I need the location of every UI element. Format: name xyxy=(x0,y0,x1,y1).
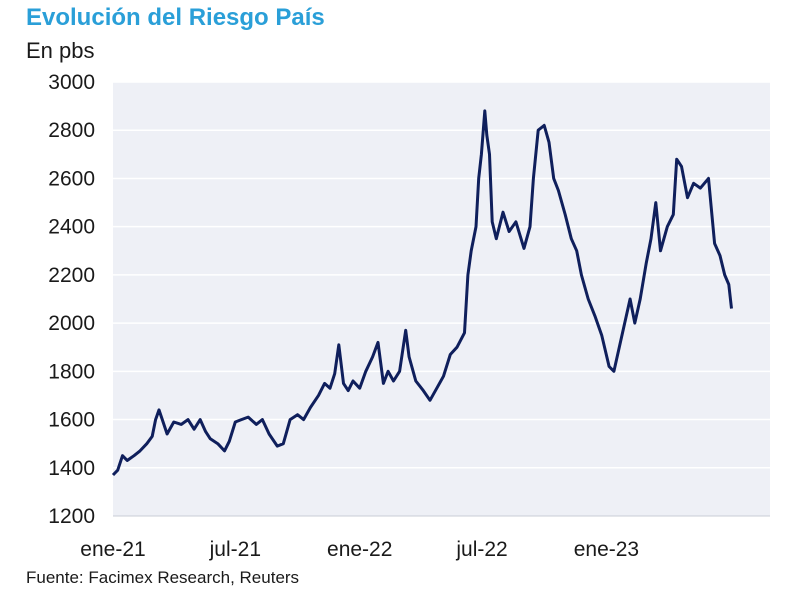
y-axis-ticks: 1200 1400 1600 1800 2000 2200 2400 2600 2800 3000 xyxy=(48,71,95,528)
plot-background xyxy=(113,82,770,516)
series-line xyxy=(111,109,733,477)
y-tick-label: 1800 xyxy=(48,360,95,383)
y-tick-label: 1400 xyxy=(48,457,95,480)
x-tick-label: ene-22 xyxy=(327,538,392,561)
x-tick-label: jul-21 xyxy=(209,538,261,561)
x-tick-label: ene-23 xyxy=(574,538,639,561)
chart-subtitle: En pbs xyxy=(26,38,95,63)
y-tick-label: 2200 xyxy=(48,264,95,287)
y-tick-label: 3000 xyxy=(48,71,95,94)
y-tick-label: 2400 xyxy=(48,216,95,239)
y-tick-label: 2000 xyxy=(48,312,95,335)
x-axis-ticks: ene-21 jul-21 ene-22 jul-22 ene-23 xyxy=(80,538,639,561)
source-note: Fuente: Facimex Research, Reuters xyxy=(26,568,300,587)
gridlines xyxy=(113,81,770,517)
x-tick-label: ene-21 xyxy=(80,538,145,561)
chart-title: Evolución del Riesgo País xyxy=(26,4,325,31)
y-tick-label: 2600 xyxy=(48,167,95,190)
series-group xyxy=(111,109,733,477)
y-tick-label: 1200 xyxy=(48,505,95,528)
y-tick-label: 1600 xyxy=(48,409,95,432)
y-tick-label: 2800 xyxy=(48,119,95,142)
x-tick-label: jul-22 xyxy=(455,538,507,561)
